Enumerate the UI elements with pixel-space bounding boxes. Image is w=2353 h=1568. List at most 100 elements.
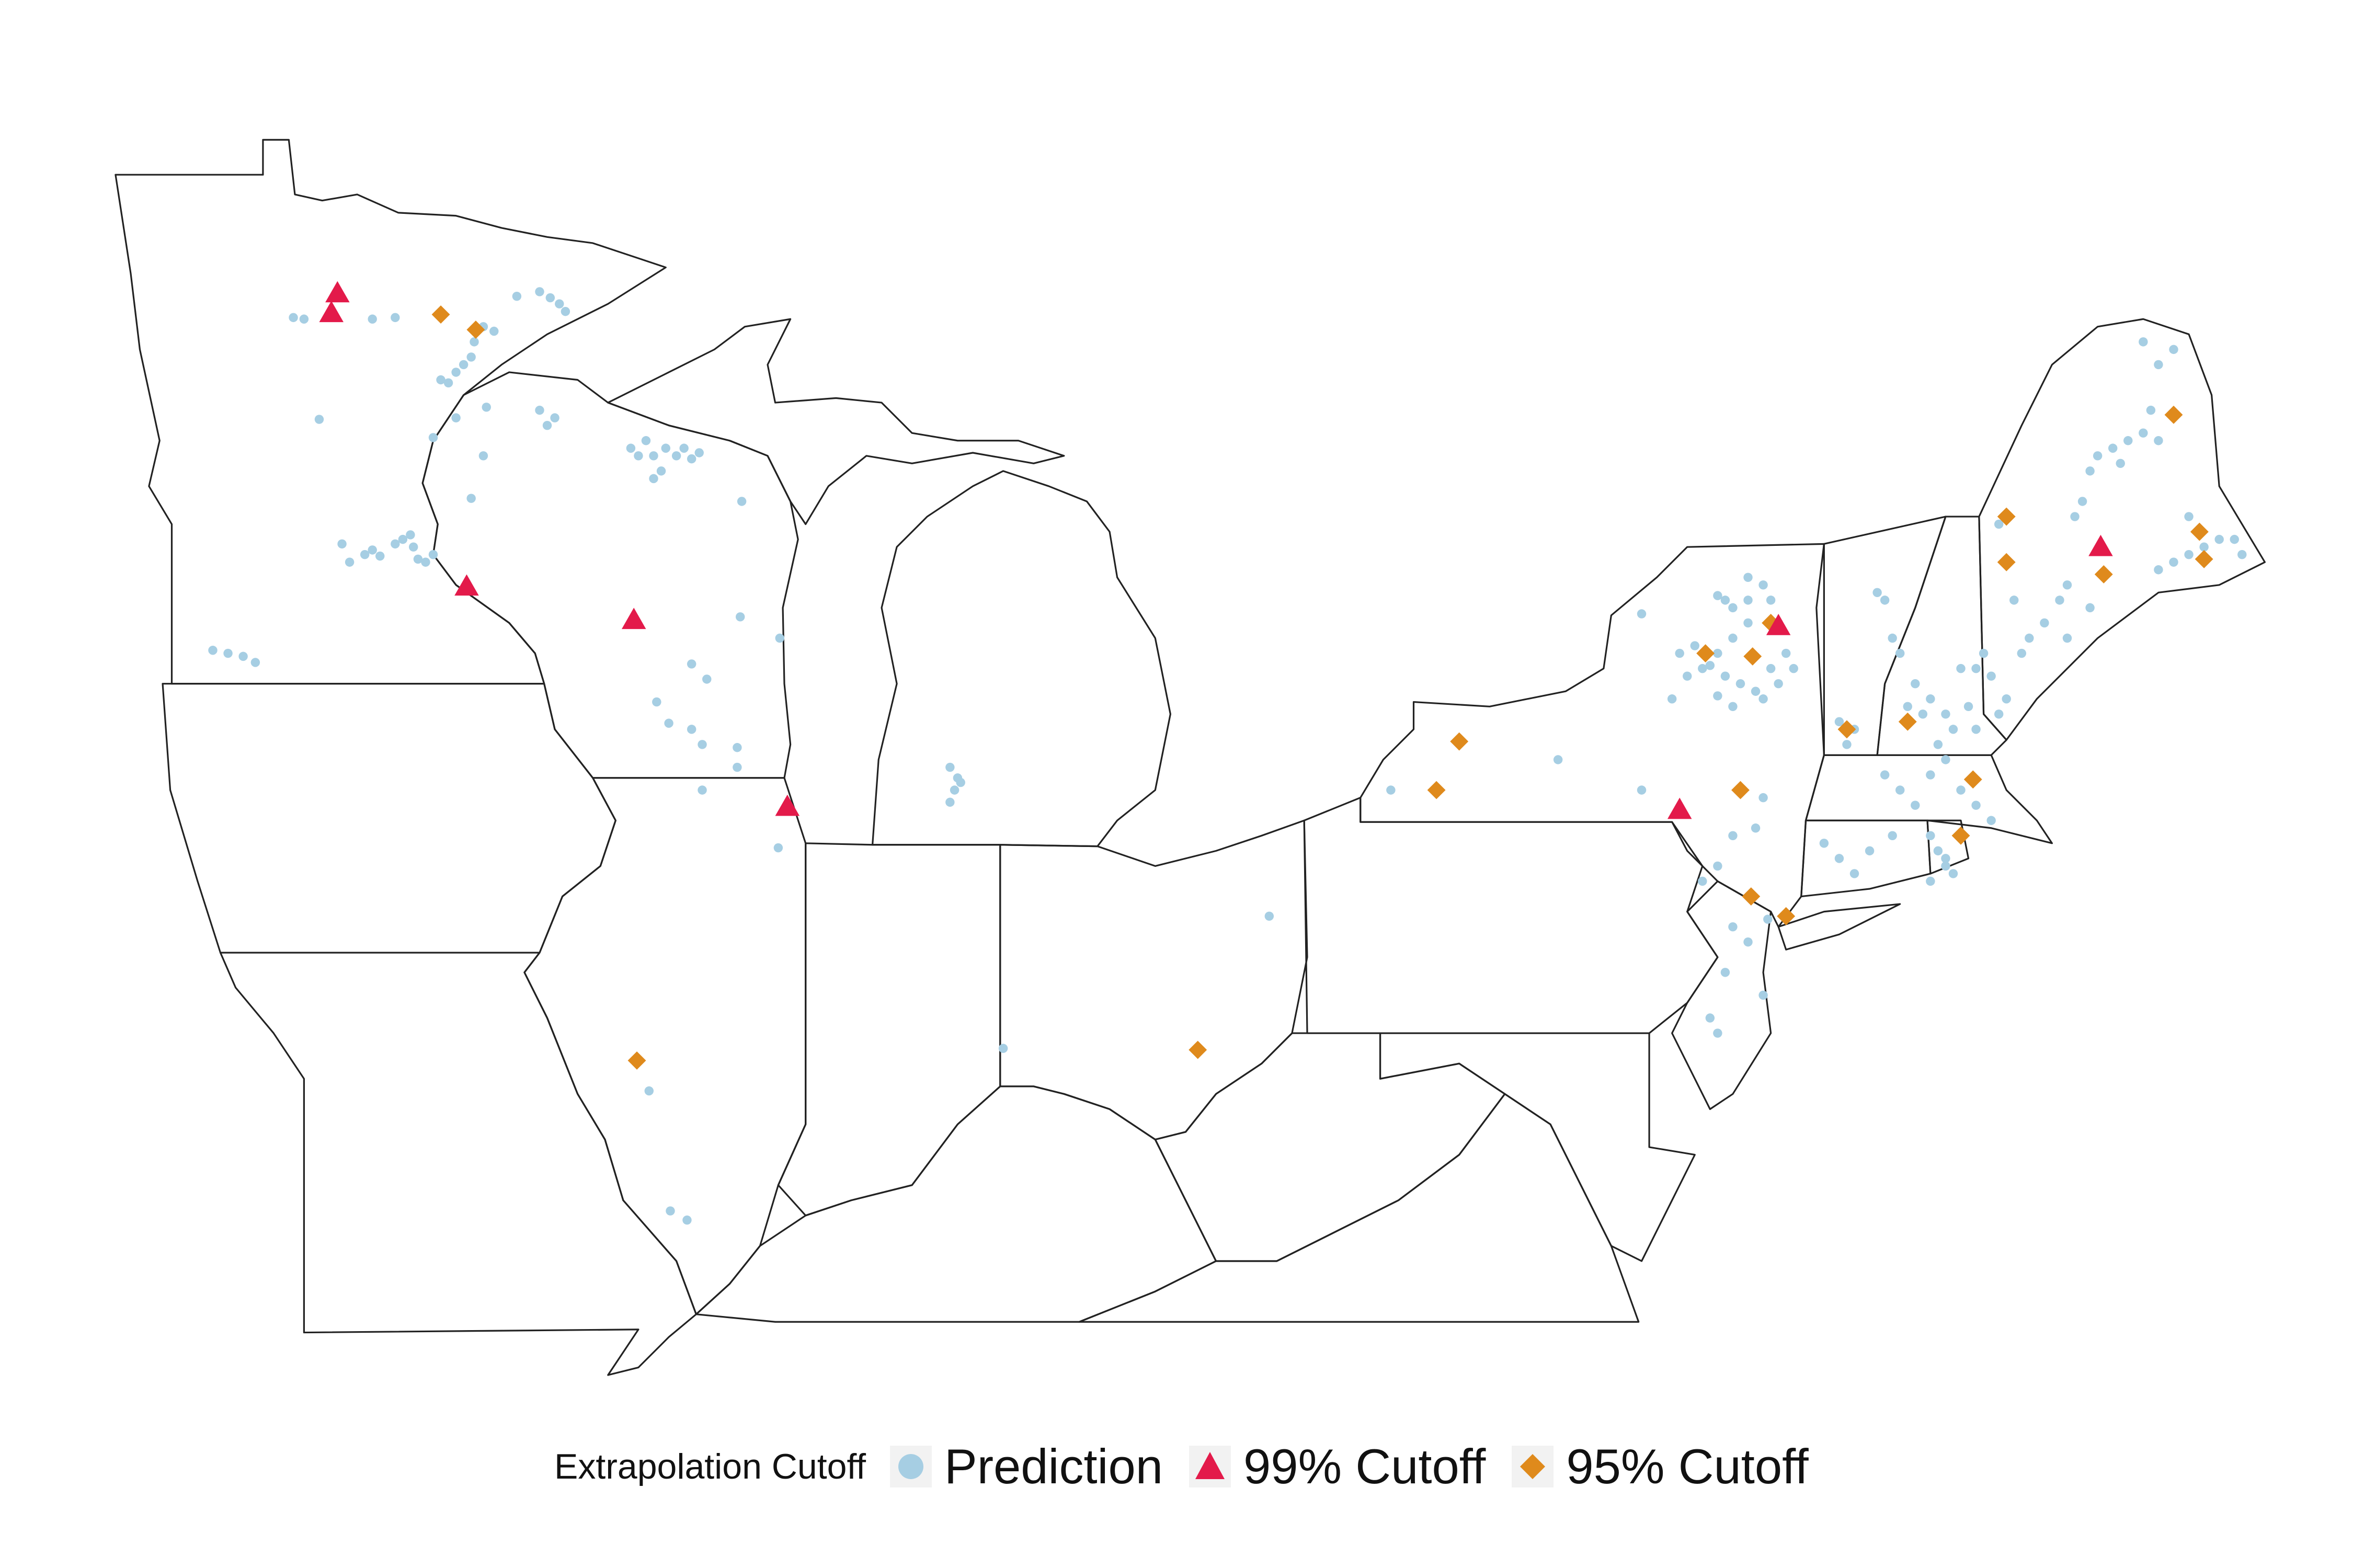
state-new-york (1360, 543, 1825, 928)
prediction-point (1834, 717, 1844, 727)
cutoff-95-point (1997, 553, 2016, 571)
prediction-point (391, 313, 400, 323)
cutoff-95-point (2190, 522, 2209, 541)
prediction-point (1758, 990, 1768, 1000)
prediction-point (945, 797, 955, 807)
prediction-point (1766, 663, 1776, 673)
prediction-point (1713, 591, 1722, 600)
prediction-point (998, 1044, 1008, 1053)
state-illinois (523, 777, 807, 1315)
prediction-point (1963, 702, 1973, 712)
prediction-point (1849, 869, 1859, 878)
prediction-point (1789, 663, 1798, 673)
prediction-point (1956, 785, 1966, 795)
prediction-point (238, 651, 248, 661)
prediction-point (535, 405, 544, 415)
prediction-point (1888, 831, 1897, 841)
prediction-point (1994, 519, 2004, 529)
prediction-point (773, 843, 783, 853)
prediction-point (1728, 831, 1738, 841)
legend-label-prediction: Prediction (944, 1439, 1163, 1494)
prediction-point (737, 497, 747, 506)
prediction-point (2077, 497, 2087, 506)
prediction-point (1720, 671, 1730, 681)
prediction-point (1834, 854, 1844, 863)
cutoff-95-point (1777, 907, 1796, 925)
prediction-point (1705, 1013, 1715, 1023)
prediction-point (1553, 755, 1563, 764)
prediction-point (1751, 686, 1761, 696)
prediction-point (1774, 679, 1783, 689)
prediction-point (2062, 633, 2072, 643)
prediction-point (644, 1086, 654, 1096)
prediction-point (406, 530, 415, 540)
prediction-point (733, 743, 742, 752)
prediction-point (687, 659, 696, 669)
prediction-point (2184, 512, 2194, 521)
prediction-point (299, 314, 309, 324)
prediction-point (1713, 691, 1722, 701)
prediction-point (1751, 823, 1761, 833)
prediction-point (2093, 451, 2103, 461)
prediction-point (1941, 709, 1950, 719)
prediction-point (1728, 702, 1738, 712)
cutoff-95-point (1997, 507, 2016, 526)
prediction-point (1713, 648, 1722, 658)
prediction-point (1264, 911, 1274, 921)
prediction-point (1941, 755, 1950, 764)
prediction-point (2108, 443, 2118, 453)
prediction-point (2055, 596, 2064, 605)
state-west-virginia (1154, 1032, 1506, 1262)
prediction-point (1979, 648, 1989, 658)
prediction-point (2062, 580, 2072, 590)
prediction-point (2169, 345, 2178, 354)
prediction-point (1911, 679, 1920, 689)
prediction-point (555, 299, 564, 308)
prediction-point (1926, 770, 1935, 780)
state-kentucky (695, 1085, 1217, 1323)
prediction-point (1743, 573, 1753, 582)
prediction-point (679, 443, 689, 453)
cutoff-95-point (1963, 770, 1982, 789)
prediction-point (289, 313, 298, 323)
prediction-point (1926, 831, 1935, 841)
prediction-point (735, 612, 745, 622)
prediction-point (1948, 725, 1958, 734)
prediction-point (428, 433, 438, 442)
legend-item-95-cutoff: 95% Cutoff (1512, 1438, 1809, 1495)
prediction-point (489, 326, 499, 336)
legend-title: Extrapolation Cutoff (554, 1447, 866, 1486)
prediction-point (1667, 694, 1677, 704)
prediction-point (2085, 466, 2095, 476)
cutoff-95-point (431, 305, 450, 324)
triangle-marker-icon (1189, 1446, 1231, 1487)
prediction-point (1971, 663, 1981, 673)
prediction-point (2154, 360, 2163, 370)
prediction-point (702, 674, 712, 684)
prediction-point (1933, 740, 1943, 749)
prediction-point (2154, 436, 2163, 445)
cutoff-95-point (2195, 550, 2213, 568)
prediction-point (428, 550, 438, 559)
prediction-point (2002, 694, 2011, 704)
prediction-point (1758, 694, 1768, 704)
prediction-point (634, 451, 643, 461)
prediction-point (545, 293, 555, 303)
prediction-point (1735, 679, 1745, 689)
prediction-point (1705, 661, 1715, 670)
cutoff-95-point (627, 1051, 646, 1070)
state-borders (115, 139, 2266, 1376)
cutoff-95-point (466, 321, 485, 339)
prediction-point (1941, 854, 1950, 863)
prediction-point (345, 557, 355, 567)
legend-label-95-cutoff: 95% Cutoff (1566, 1439, 1809, 1494)
prediction-point (1766, 596, 1776, 605)
prediction-point (1926, 876, 1935, 886)
prediction-point (1713, 861, 1722, 871)
prediction-point (664, 718, 673, 728)
state-maryland (1379, 1032, 1696, 1262)
prediction-point (2199, 542, 2209, 552)
prediction-point (2214, 534, 2224, 544)
prediction-point (2017, 648, 2026, 658)
